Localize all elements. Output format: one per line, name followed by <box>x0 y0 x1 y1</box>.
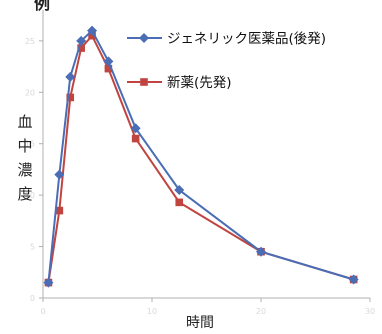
data-point-square <box>77 44 85 52</box>
legend-marker-square <box>140 78 148 86</box>
y-tick-label: 25 <box>25 37 35 46</box>
data-point-square <box>131 134 140 143</box>
x-axis-label: 時間 <box>186 315 214 331</box>
chart-series <box>43 25 359 288</box>
data-point-diamond <box>65 71 76 82</box>
x-tick-label: 0 <box>40 307 45 316</box>
y-tick-label: 15 <box>25 140 35 149</box>
top-clipped-label: 例 <box>34 0 51 13</box>
y-axis-label: 血 中 濃 度 <box>14 110 36 206</box>
chart-legend: ジェネリック医薬品(後発) 新薬(先発) <box>127 31 326 91</box>
legend-marker-diamond <box>139 33 149 43</box>
data-point-square <box>66 93 75 102</box>
series-line <box>47 28 354 283</box>
y-axis-label-char: 濃 <box>17 161 33 179</box>
data-point-diamond <box>348 274 359 285</box>
data-point-square <box>88 31 96 40</box>
legend-label: 新薬(先発) <box>167 75 232 91</box>
data-point-diamond <box>76 35 87 46</box>
y-tick-label: 0 <box>30 294 35 303</box>
y-axis-label-char: 血 <box>17 113 33 131</box>
y-tick-label: 5 <box>30 243 35 252</box>
data-point-square <box>55 206 64 215</box>
data-point-diamond <box>103 56 114 67</box>
series-line <box>47 33 354 283</box>
legend-label: ジェネリック医薬品(後発) <box>167 31 326 47</box>
x-tick-label: 20 <box>256 307 266 316</box>
y-tick-label: 10 <box>25 191 35 200</box>
data-point-square <box>175 198 184 207</box>
x-tick-label: 30 <box>365 307 375 316</box>
data-point-diamond <box>256 246 266 257</box>
data-point-diamond <box>130 123 141 134</box>
data-point-diamond <box>174 185 185 195</box>
y-axis-label-char: 中 <box>17 137 33 155</box>
data-point-diamond <box>43 277 54 288</box>
y-tick-label: 20 <box>25 88 35 97</box>
data-point-square <box>104 64 113 73</box>
data-point-diamond <box>54 169 65 180</box>
y-axis-label-char: 度 <box>17 185 33 203</box>
x-tick-label: 10 <box>147 307 157 316</box>
chart-axes: 0 5 10 15 20 25 0 10 20 30 <box>25 10 375 316</box>
data-point-diamond <box>87 25 98 36</box>
